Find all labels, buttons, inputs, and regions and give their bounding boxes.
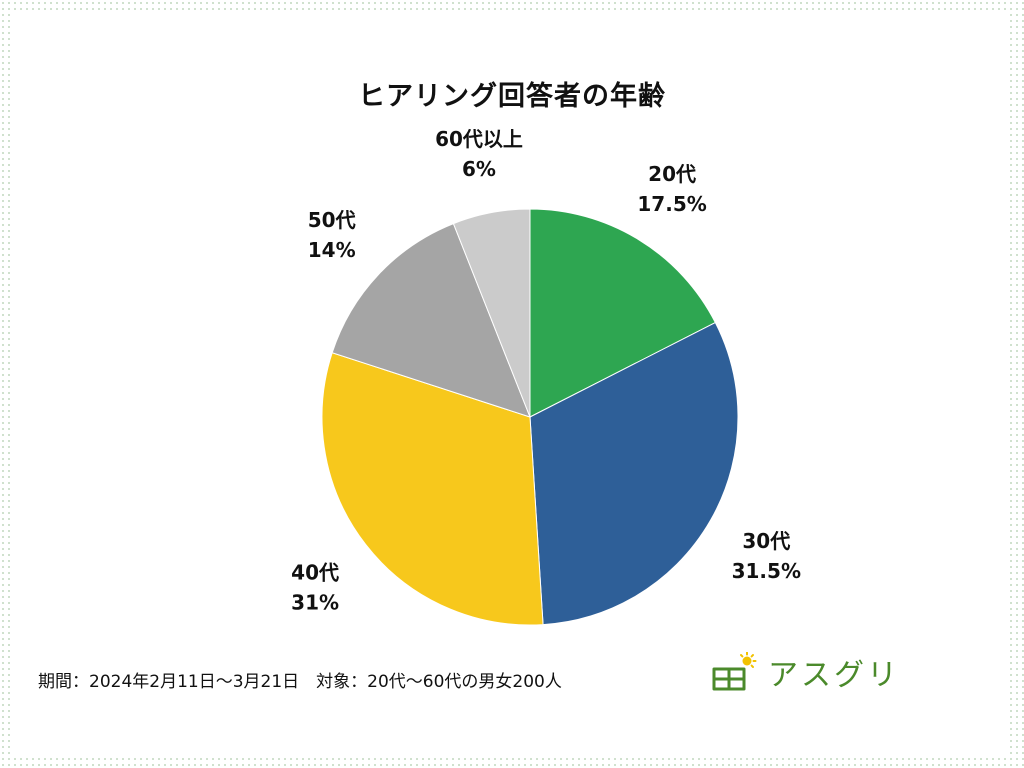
- slice-label-0: 20代: [648, 162, 696, 186]
- slice-label-4: 60代以上: [435, 127, 523, 151]
- pie-slice-3: [331, 222, 531, 418]
- slice-label-3: 50代: [308, 208, 356, 232]
- slice-value-label-0: 17.5%: [637, 192, 706, 216]
- slice-value-label-4: 6%: [462, 157, 496, 181]
- pie-slice-4: [452, 208, 531, 418]
- brand-logo: アスグリ: [712, 650, 900, 694]
- survey-period-note: 期間：2024年2月11日～3月21日 対象：20代～60代の男女200人: [38, 672, 562, 692]
- slice-value-label-2: 31%: [291, 591, 339, 615]
- pie-slice-0: [529, 208, 717, 418]
- slice-value-label-3: 14%: [308, 238, 356, 262]
- house-sun-icon: [712, 652, 757, 691]
- chart-title: ヒアリング回答者の年齢: [358, 81, 666, 112]
- slice-label-2: 40代: [291, 561, 339, 585]
- slice-label-1: 30代: [742, 529, 790, 553]
- pie-slice-2: [321, 352, 544, 626]
- slice-value-label-1: 31.5%: [732, 559, 801, 583]
- logo-text: アスグリ: [768, 658, 900, 693]
- pie-slice-1: [529, 321, 739, 626]
